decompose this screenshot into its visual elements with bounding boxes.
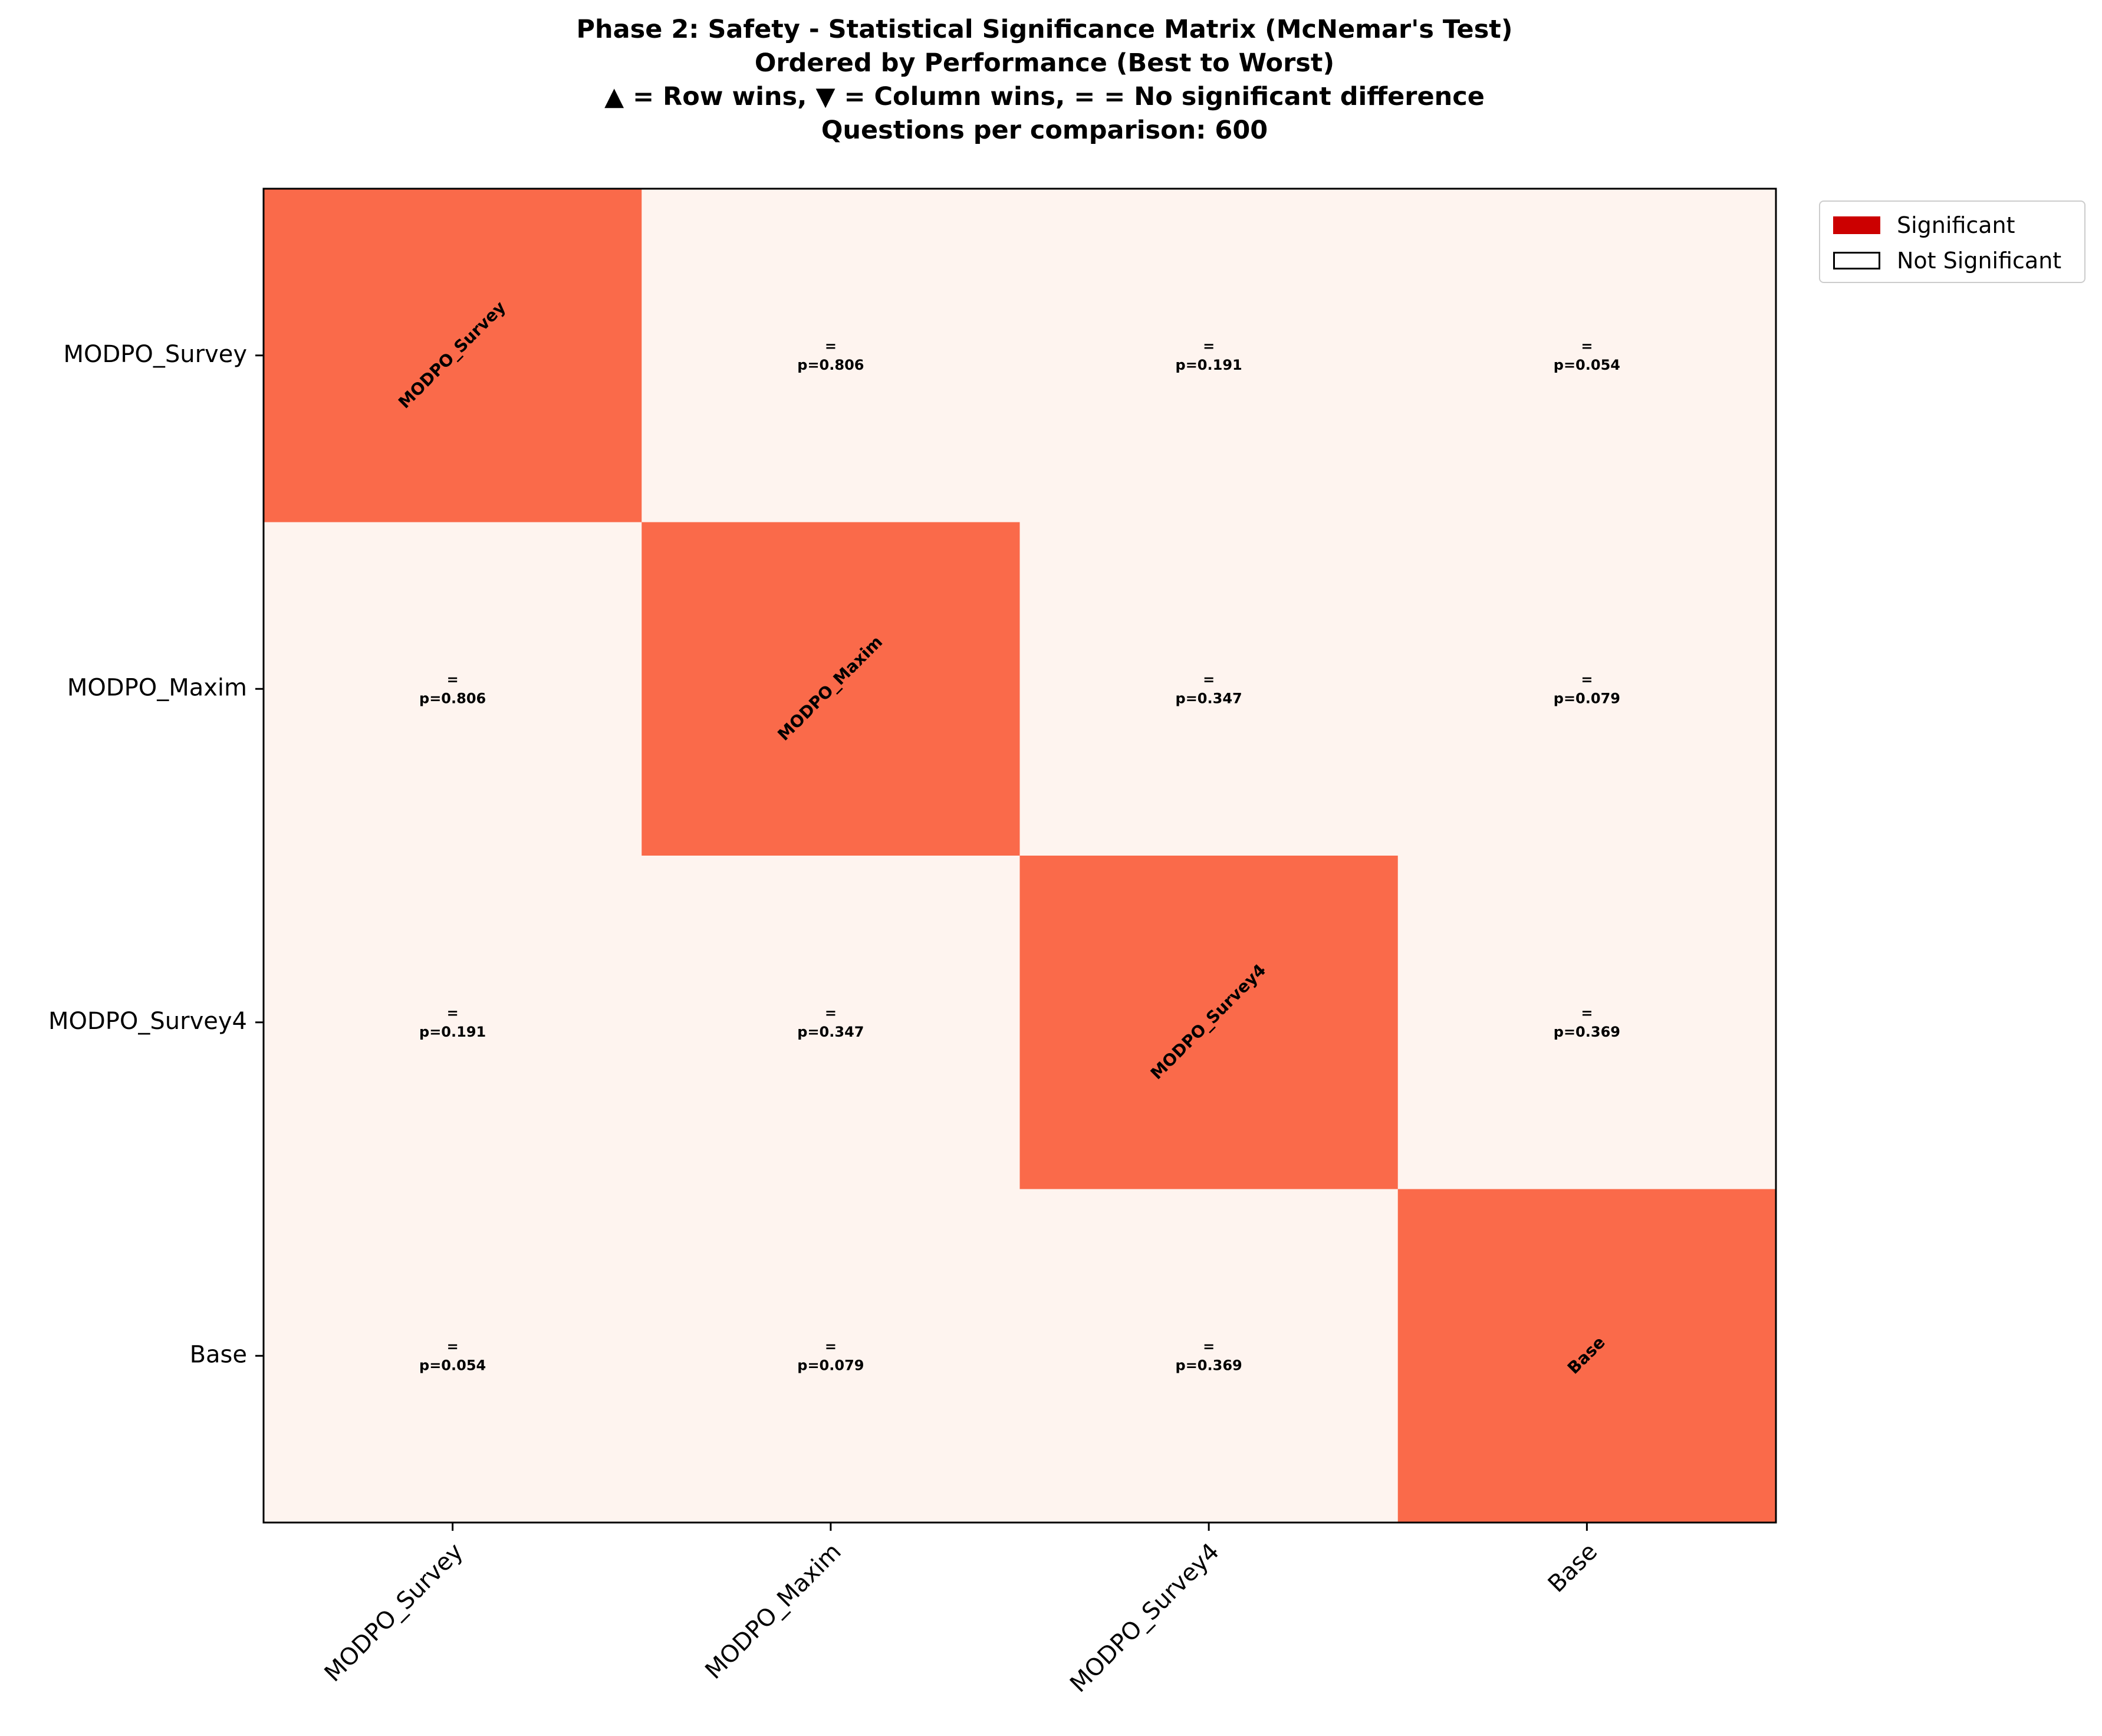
cell-symbol-3-0: = [447,1338,459,1354]
cell-symbol-1-0: = [447,671,459,688]
cell-pvalue-0-3: p=0.054 [1554,357,1620,373]
cell-symbol-3-2: = [1203,1338,1215,1354]
legend-label-significant: Significant [1897,212,2015,238]
matrix-cell-1-2 [1019,522,1399,856]
cell-pvalue-2-0: p=0.191 [419,1024,486,1040]
cell-pvalue-2-1: p=0.347 [797,1024,864,1040]
plot-frame [262,188,1777,1524]
matrix-cell-3-3 [1397,1189,1777,1523]
cell-symbol-3-1: = [825,1338,837,1354]
matrix-cell-1-1 [642,522,1020,856]
cell-pvalue-3-2: p=0.369 [1176,1357,1242,1373]
matrix-cell-2-0 [264,856,642,1189]
matrix-cell-3-1 [642,1189,1020,1523]
cell-symbol-0-2: = [1203,338,1215,354]
cell-pvalue-0-1: p=0.806 [797,357,864,373]
cell-pvalue-1-3: p=0.079 [1554,690,1620,706]
matrix-cell-2-1 [642,856,1020,1189]
cell-symbol-2-0: = [447,1005,459,1021]
cell-pvalue-3-1: p=0.079 [797,1357,864,1373]
y-tick-label-1: MODPO_Maxim [67,674,247,701]
cell-symbol-2-3: = [1581,1005,1593,1021]
y-tick-label-2: MODPO_Survey4 [48,1008,247,1035]
y-tick-label-3: Base [190,1341,247,1368]
cell-symbol-2-1: = [825,1005,837,1021]
matrix-cell-1-0 [264,522,642,856]
legend-swatch-not-significant [1833,252,1880,269]
cell-pvalue-1-0: p=0.806 [419,690,486,706]
title-line-4: Questions per comparison: 600 [821,116,1268,145]
matrix-cell-1-3 [1397,522,1777,856]
matrix-cell-3-0 [264,1189,642,1523]
matrix-cell-3-2 [1019,1189,1399,1523]
cell-symbol-0-3: = [1581,338,1593,354]
matrix-cell-0-0 [264,189,642,522]
matrix-cell-2-3 [1397,856,1777,1189]
x-tick-label-1: MODPO_Maxim [700,1538,846,1684]
x-tick-label-3: Base [1543,1538,1603,1597]
legend-item-significant: Significant [1833,212,2015,238]
cell-pvalue-1-2: p=0.347 [1176,690,1242,706]
legend-label-not-significant: Not Significant [1897,248,2062,274]
matrix-cell-0-2 [1019,189,1399,522]
legend: Significant Not Significant [1819,200,2085,283]
matrix-cell-0-1 [642,189,1020,522]
matrix-cells: MODPO_Survey =p=0.806=p=0.191=p=0.054=p=0… [264,189,1777,1523]
x-tick-label-0: MODPO_Survey [320,1538,469,1687]
cell-symbol-1-2: = [1203,671,1215,688]
title-line-2: Ordered by Performance (Best to Worst) [754,48,1335,78]
matrix-cell-0-3 [1397,189,1777,522]
cell-pvalue-0-2: p=0.191 [1176,357,1242,373]
title-line-3: ▲ = Row wins, ▼ = Column wins, = = No si… [604,82,1485,111]
cell-pvalue-3-0: p=0.054 [419,1357,486,1373]
y-tick-label-0: MODPO_Survey [63,341,247,368]
cell-pvalue-2-3: p=0.369 [1554,1024,1620,1040]
chart-title: Phase 2: Safety - Statistical Significan… [0,13,2089,147]
legend-swatch-significant [1833,216,1880,234]
matrix-cell-2-2 [1019,856,1399,1189]
cell-symbol-1-3: = [1581,671,1593,688]
x-tick-label-2: MODPO_Survey4 [1065,1538,1225,1698]
cell-symbol-0-1: = [825,338,837,354]
legend-item-not-significant: Not Significant [1833,248,2062,274]
title-line-1: Phase 2: Safety - Statistical Significan… [576,15,1513,44]
